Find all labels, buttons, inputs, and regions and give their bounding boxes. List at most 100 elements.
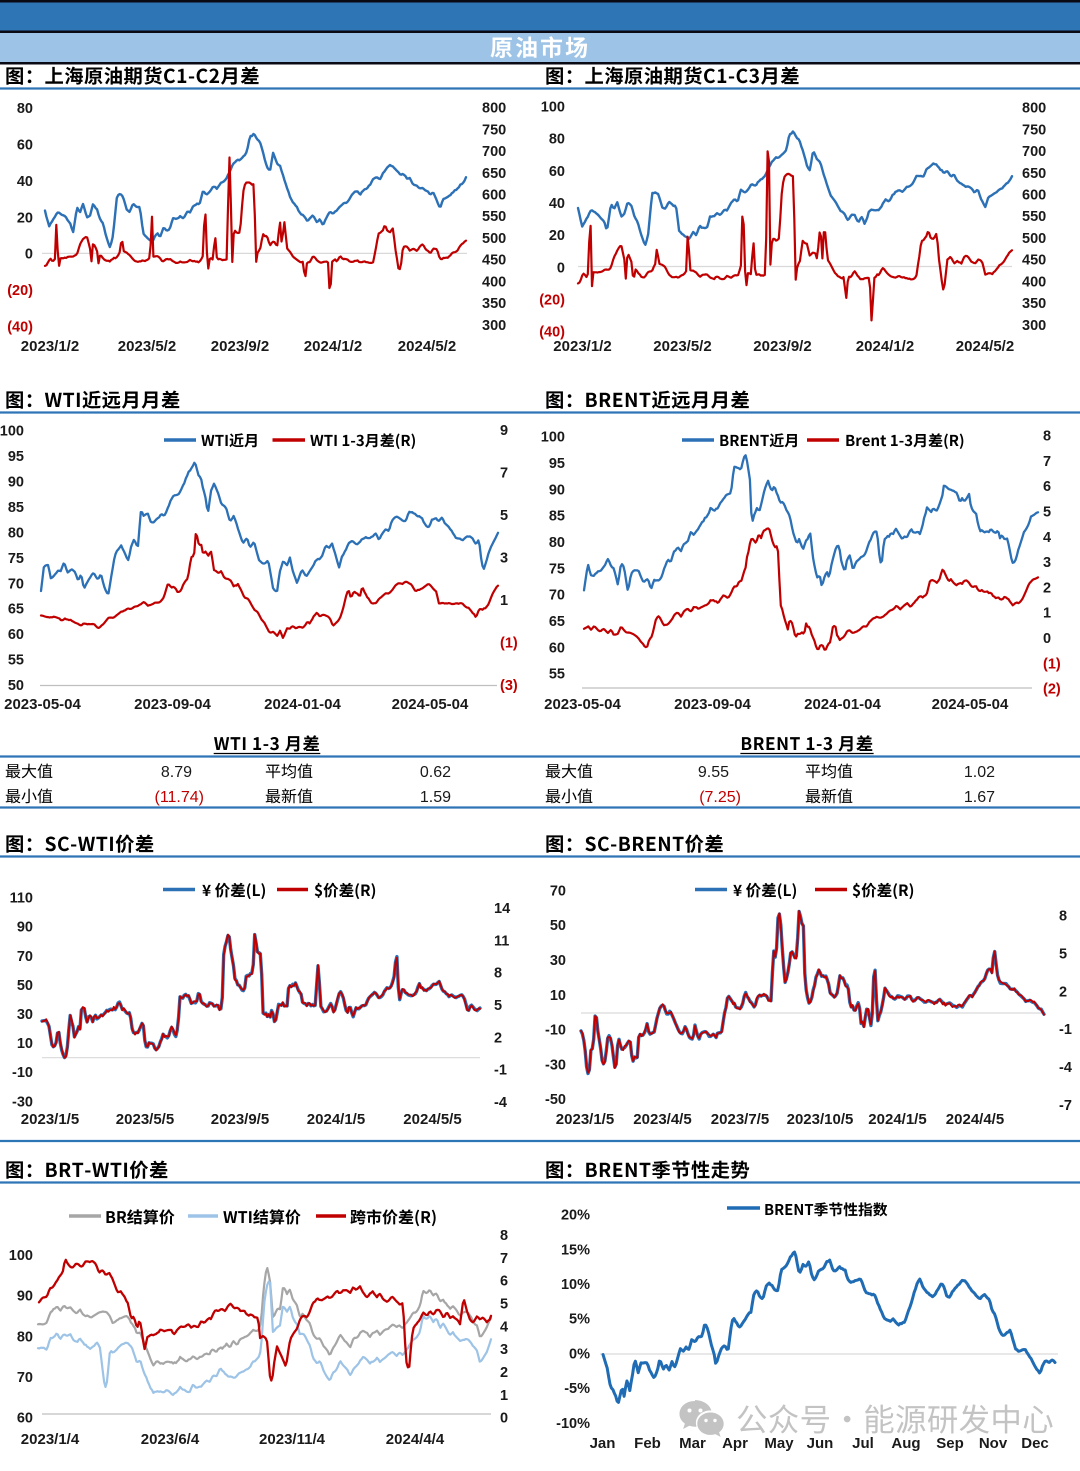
svg-text:0: 0 [25, 247, 33, 263]
svg-text:80: 80 [17, 101, 33, 117]
svg-text:(20): (20) [539, 292, 565, 308]
svg-text:650: 650 [1022, 166, 1046, 182]
svg-text:2024/1/2: 2024/1/2 [856, 338, 914, 355]
svg-text:85: 85 [8, 500, 24, 516]
svg-text:8.79: 8.79 [161, 764, 192, 781]
svg-text:50: 50 [17, 978, 33, 994]
svg-text:90: 90 [549, 482, 565, 498]
svg-text:0: 0 [557, 260, 565, 276]
svg-text:(40): (40) [7, 319, 33, 335]
svg-text:800: 800 [1022, 101, 1046, 117]
svg-text:350: 350 [1022, 296, 1046, 312]
svg-text:1: 1 [500, 593, 508, 609]
svg-text:8: 8 [500, 1228, 508, 1244]
svg-text:2023-09-04: 2023-09-04 [134, 696, 211, 713]
svg-text:(1): (1) [500, 636, 518, 652]
svg-text:2023/6/4: 2023/6/4 [141, 1431, 200, 1448]
svg-text:-50: -50 [545, 1092, 566, 1108]
svg-text:7: 7 [500, 466, 508, 482]
svg-text:2023/9/5: 2023/9/5 [211, 1111, 269, 1128]
svg-text:2023/11/4: 2023/11/4 [259, 1431, 326, 1448]
svg-text:Jan: Jan [590, 1435, 616, 1452]
svg-text:100: 100 [0, 424, 24, 440]
svg-text:Feb: Feb [634, 1435, 661, 1452]
svg-text:10: 10 [550, 988, 566, 1004]
svg-text:2024/4/4: 2024/4/4 [386, 1431, 445, 1448]
svg-text:4: 4 [500, 1319, 508, 1335]
svg-text:Aug: Aug [891, 1435, 920, 1452]
svg-text:50: 50 [8, 678, 24, 694]
svg-text:2023/1/5: 2023/1/5 [21, 1111, 79, 1128]
svg-text:9: 9 [500, 423, 508, 439]
svg-text:95: 95 [549, 456, 565, 472]
svg-text:700: 700 [482, 144, 506, 160]
svg-text:40: 40 [17, 174, 33, 190]
svg-text:2023/5/5: 2023/5/5 [116, 1111, 174, 1128]
svg-text:-10%: -10% [556, 1416, 590, 1432]
svg-text:2023/9/2: 2023/9/2 [211, 338, 269, 355]
svg-text:600: 600 [1022, 187, 1046, 203]
svg-text:650: 650 [482, 166, 506, 182]
svg-text:2: 2 [1059, 984, 1067, 1000]
svg-text:90: 90 [17, 920, 33, 936]
svg-text:80: 80 [549, 132, 565, 148]
svg-text:2024/5/2: 2024/5/2 [956, 338, 1014, 355]
svg-text:11: 11 [494, 933, 509, 949]
svg-text:Nov: Nov [979, 1435, 1008, 1452]
svg-text:-30: -30 [12, 1094, 33, 1110]
svg-text:75: 75 [549, 561, 565, 577]
svg-text:Jul: Jul [852, 1435, 874, 1452]
svg-text:5: 5 [1043, 504, 1051, 520]
svg-text:30: 30 [17, 1007, 33, 1023]
svg-text:2: 2 [500, 1365, 508, 1381]
svg-text:-10: -10 [12, 1065, 33, 1081]
svg-text:7: 7 [1043, 454, 1051, 470]
svg-text:Mar: Mar [679, 1435, 706, 1452]
svg-text:2024/5/5: 2024/5/5 [403, 1111, 461, 1128]
svg-text:5: 5 [500, 1297, 508, 1313]
svg-text:3: 3 [1043, 555, 1051, 571]
svg-text:0: 0 [500, 1411, 508, 1427]
svg-text:2023/5/2: 2023/5/2 [653, 338, 711, 355]
svg-text:2023/1/5: 2023/1/5 [556, 1111, 614, 1128]
svg-text:2024/4/5: 2024/4/5 [946, 1111, 1004, 1128]
svg-text:0: 0 [1043, 631, 1051, 647]
svg-text:60: 60 [17, 1411, 33, 1427]
svg-text:2024-05-04: 2024-05-04 [932, 696, 1009, 713]
svg-text:8: 8 [1059, 909, 1067, 925]
svg-text:90: 90 [17, 1289, 33, 1305]
svg-text:70: 70 [549, 588, 565, 604]
svg-text:-30: -30 [545, 1057, 566, 1073]
svg-text:70: 70 [17, 949, 33, 965]
svg-text:350: 350 [482, 296, 506, 312]
svg-text:-4: -4 [1059, 1060, 1072, 1076]
svg-text:8: 8 [494, 966, 502, 982]
svg-text:65: 65 [549, 614, 565, 630]
svg-text:70: 70 [17, 1370, 33, 1386]
svg-text:3: 3 [500, 1342, 508, 1358]
svg-text:10: 10 [17, 1036, 33, 1052]
svg-text:550: 550 [482, 209, 506, 225]
svg-text:2: 2 [494, 1030, 502, 1046]
svg-text:60: 60 [549, 640, 565, 656]
svg-text:800: 800 [482, 101, 506, 117]
svg-text:2: 2 [1043, 580, 1051, 596]
svg-text:80: 80 [549, 535, 565, 551]
svg-text:10%: 10% [561, 1277, 590, 1293]
svg-text:2023/4/5: 2023/4/5 [633, 1111, 691, 1128]
svg-text:2023/1/2: 2023/1/2 [553, 338, 611, 355]
svg-text:2024/1/5: 2024/1/5 [307, 1111, 365, 1128]
svg-text:2024-05-04: 2024-05-04 [392, 696, 469, 713]
svg-text:500: 500 [1022, 231, 1046, 247]
svg-text:(1): (1) [1043, 656, 1061, 672]
svg-text:2023/5/2: 2023/5/2 [118, 338, 176, 355]
svg-text:May: May [764, 1435, 794, 1452]
svg-text:1.59: 1.59 [420, 789, 451, 806]
svg-text:8: 8 [1043, 429, 1051, 445]
svg-text:5%: 5% [569, 1312, 590, 1328]
svg-text:40: 40 [549, 196, 565, 212]
svg-text:50: 50 [550, 918, 566, 934]
svg-text:65: 65 [8, 602, 24, 618]
svg-text:55: 55 [8, 653, 24, 669]
svg-text:9.55: 9.55 [698, 764, 729, 781]
